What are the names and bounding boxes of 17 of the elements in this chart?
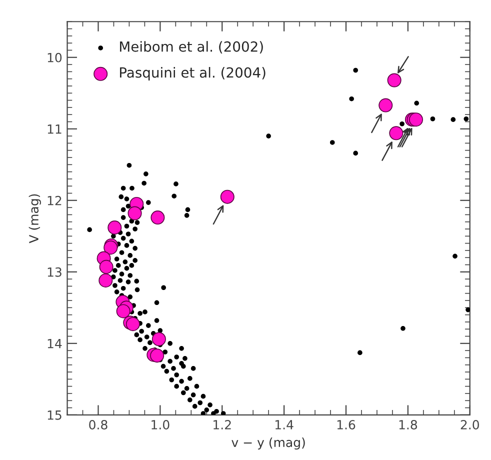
x-axis-title: v − y (mag) (232, 437, 305, 450)
x-tick-label: 2.0 (460, 420, 479, 430)
x-tick-label: 0.8 (89, 420, 108, 430)
x-tick-label: 1.6 (337, 420, 356, 430)
y-tick-label: 13 (48, 267, 62, 277)
legend-label: Pasquini et al. (2004) (120, 67, 266, 80)
legend-label: Meibom et al. (2002) (120, 41, 263, 54)
x-tick-label: 1.0 (152, 420, 170, 430)
y-axis-title: V (mag) (28, 194, 41, 244)
y-tick-label: 10 (48, 52, 62, 62)
x-tick-label: 1.8 (399, 420, 418, 430)
y-tick-label: 11 (48, 124, 62, 134)
y-tick-label: 14 (48, 339, 62, 348)
y-tick-label: 12 (48, 196, 62, 206)
x-tick-label: 1.2 (214, 420, 231, 430)
x-tick-label: 1.4 (275, 420, 294, 430)
y-tick-label: 15 (48, 410, 62, 420)
